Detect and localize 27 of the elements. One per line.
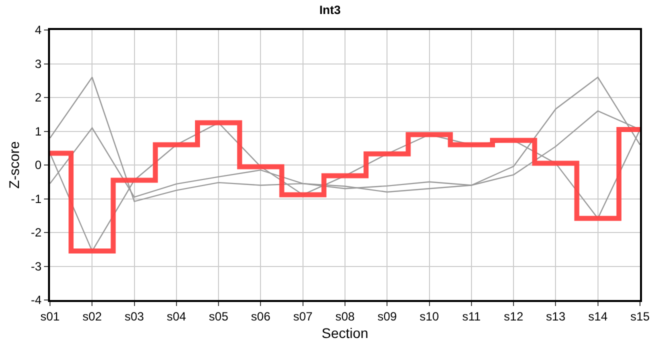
y-tick-label: 0 bbox=[34, 158, 42, 172]
x-tick-label: s05 bbox=[208, 309, 229, 324]
x-tick-label: s02 bbox=[82, 309, 102, 324]
y-axis-title: Z-score bbox=[6, 141, 22, 189]
y-tick-label: -3 bbox=[30, 259, 42, 274]
y-tick-label: 3 bbox=[34, 56, 42, 71]
x-tick-label: s07 bbox=[293, 309, 313, 324]
x-tick-label: s14 bbox=[588, 309, 608, 324]
y-tick-label: 2 bbox=[34, 90, 42, 105]
x-tick-label: s11 bbox=[462, 309, 481, 324]
y-tick-label: 4 bbox=[34, 23, 42, 38]
chart-title: Int3 bbox=[319, 2, 341, 17]
x-tick-label: s06 bbox=[251, 309, 271, 324]
x-tick-label: s03 bbox=[124, 309, 144, 324]
y-tick-label: 1 bbox=[34, 124, 42, 138]
y-tick-label: -2 bbox=[30, 226, 42, 240]
x-tick-label: s08 bbox=[335, 309, 355, 324]
x-tick-label: s13 bbox=[546, 309, 566, 324]
x-axis-title: Section bbox=[322, 325, 368, 342]
y-tick-label: -4 bbox=[30, 293, 42, 308]
x-tick-label: s10 bbox=[420, 309, 440, 324]
y-tick-label: -1 bbox=[30, 192, 42, 206]
x-tick-label: s09 bbox=[377, 309, 398, 324]
x-tick-label: s04 bbox=[166, 309, 186, 324]
x-tick-label: s15 bbox=[630, 309, 650, 324]
x-tick-label: s01 bbox=[40, 309, 60, 324]
x-tick-label: s12 bbox=[504, 309, 524, 324]
